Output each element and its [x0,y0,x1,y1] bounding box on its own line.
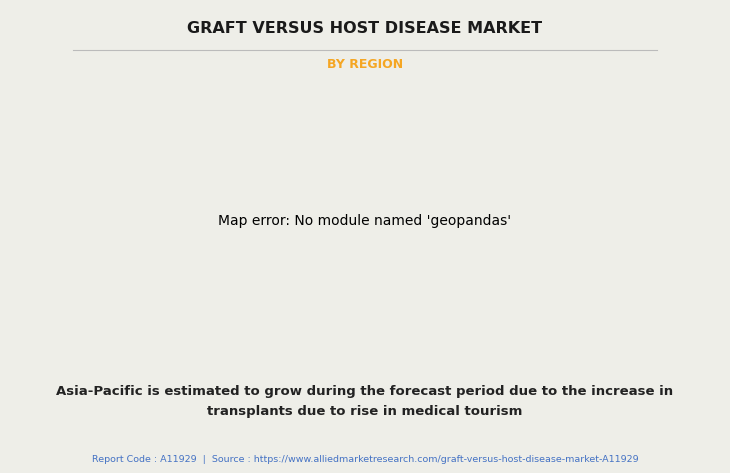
Text: Map error: No module named 'geopandas': Map error: No module named 'geopandas' [218,214,512,228]
Text: Report Code : A11929  |  Source : https://www.alliedmarketresearch.com/graft-ver: Report Code : A11929 | Source : https://… [92,455,638,464]
Text: GRAFT VERSUS HOST DISEASE MARKET: GRAFT VERSUS HOST DISEASE MARKET [188,21,542,36]
Text: Asia-Pacific is estimated to grow during the forecast period due to the increase: Asia-Pacific is estimated to grow during… [56,385,674,419]
Text: BY REGION: BY REGION [327,58,403,70]
